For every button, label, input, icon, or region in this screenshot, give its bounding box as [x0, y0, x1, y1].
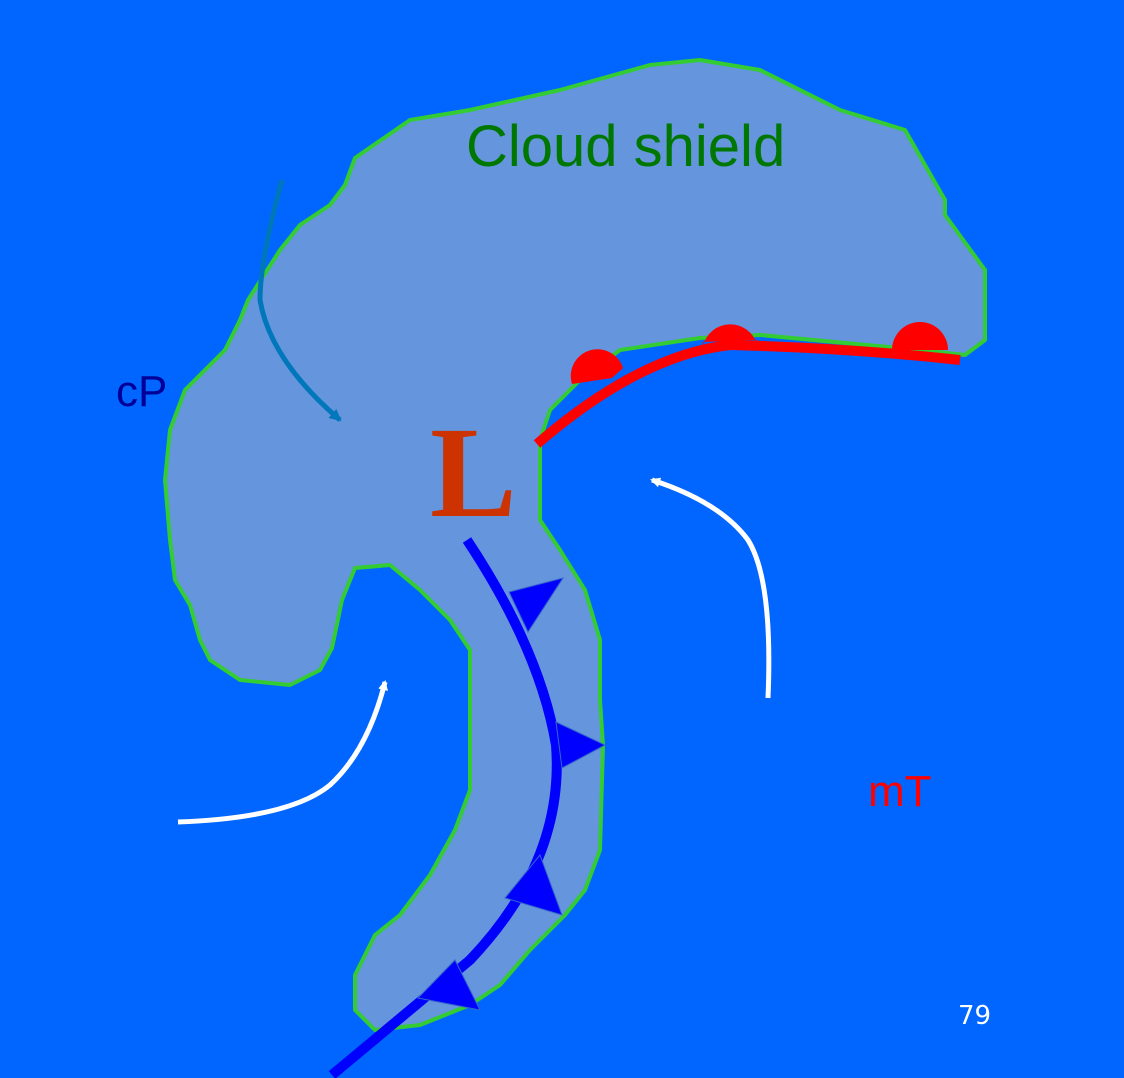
sw-airflow-arrow [177, 680, 388, 825]
cp-airflow-arrow [257, 179, 342, 422]
cp-air-mass-label: cP [116, 367, 168, 416]
cold-front-triangle [504, 854, 563, 916]
mt-airflow-arrow [650, 477, 772, 699]
cold-front-line [328, 537, 562, 1078]
warm-front-line [533, 339, 961, 448]
cloud-shield-label: Cloud shield [466, 114, 786, 179]
warm-front-semicircle [703, 324, 757, 346]
cold-front-triangle [555, 721, 607, 769]
cloud-shield-shape [163, 58, 987, 1032]
warm-front-semicircle [892, 322, 948, 350]
cold-front-triangle [416, 959, 481, 1011]
page-number: 79 [958, 1001, 992, 1031]
cold-front-triangle [508, 577, 565, 634]
warm-front-semicircle [570, 349, 623, 384]
mt-air-mass-label: mT [868, 767, 932, 816]
low-pressure-label: L [430, 401, 517, 545]
